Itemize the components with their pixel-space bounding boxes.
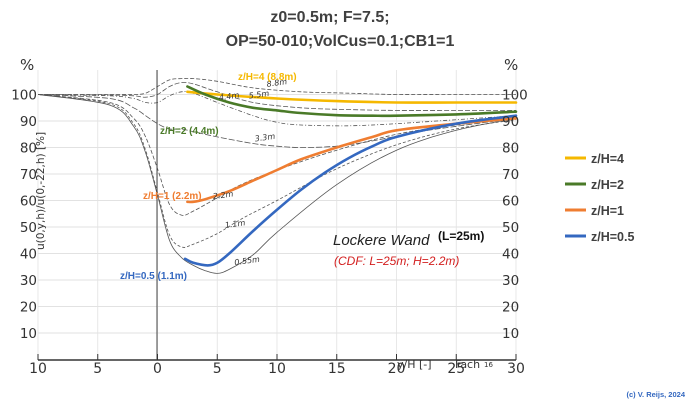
y-tick-label-left: 80: [20, 141, 37, 157]
background-curve: [38, 94, 517, 248]
background-curve-label: 0.55m: [234, 255, 261, 268]
series-line: [186, 90, 518, 104]
legend-label: z/H=1: [591, 204, 624, 218]
y-tick-label-right: 10: [502, 326, 519, 342]
y-tick-label-right: 80: [502, 141, 519, 157]
x-tick-label: 20: [388, 361, 406, 377]
legend-label: z/H=0.5: [591, 230, 634, 244]
unit-left: %: [20, 56, 34, 74]
y-tick-label-right: 90: [502, 114, 519, 130]
legend: z/H=4 z/H=2 z/H=1 z/H=0.5: [565, 152, 634, 244]
x-tick-label: 30: [507, 361, 525, 377]
y-tick-label-left: 40: [20, 247, 37, 263]
series-line: [183, 114, 518, 267]
background-curve: [38, 91, 517, 127]
y-tick-label-left: 90: [20, 114, 37, 130]
y-tick-label-left: 10: [20, 326, 37, 342]
legend-label: z/H=2: [591, 178, 624, 192]
background-curve-labels: 8.8m5.5m 4.4m 3.3m 2.2m 1.1m 0.55m: [212, 77, 288, 267]
copyright: (c) V. Reijs, 2024: [626, 390, 685, 399]
series: [183, 85, 518, 267]
background-curve-label: 5.5m: [248, 89, 270, 101]
background-curve: [38, 77, 516, 95]
x-tick-label: 10: [268, 361, 286, 377]
background-curves: [38, 77, 517, 274]
x-tick-label: 5: [93, 361, 102, 377]
y-tick-label-left: 70: [20, 167, 37, 183]
background-curve-label: 8.8m: [266, 77, 288, 89]
background-curve-label: 3.3m: [254, 132, 276, 144]
y-tick-label-left: 20: [20, 300, 37, 316]
y-tick-label-right: 50: [502, 220, 519, 236]
background-curve: [38, 81, 516, 111]
x-tick-label: 5: [213, 361, 222, 377]
background-curve: [38, 94, 517, 148]
y-tick-label-left: 30: [20, 273, 37, 289]
x-tick-label: 0: [153, 361, 162, 377]
y-tick-label-right: 70: [502, 167, 519, 183]
annotation-zh2: z/H=2 (4.4m): [160, 126, 219, 137]
unit-right: %: [504, 56, 518, 74]
series-line: [186, 117, 518, 204]
x-tick-label: 25: [447, 361, 465, 377]
annotation-cdf: (CDF: L=25m; H=2.2m): [334, 254, 459, 268]
background-curve: [38, 94, 517, 274]
y-tick-label-left: 100: [11, 88, 37, 104]
x-axis-label: y/H [-]: [397, 358, 432, 371]
x-tick-label: 15: [328, 361, 346, 377]
legend-label: z/H=4: [591, 152, 624, 166]
chart-title-line1: z0=0.5m; F=7.5;: [270, 9, 389, 26]
background-curve-label: 1.1m: [224, 218, 246, 230]
y-tick-label-left: 50: [20, 220, 37, 236]
x-tick-label: 10: [29, 361, 47, 377]
y-tick-label-right: 20: [502, 300, 519, 316]
y-tick-labels-left: 100 90 80 70 60 50 40 30 20 10: [11, 88, 37, 343]
y-tick-label-right: 60: [502, 194, 519, 210]
annotation-zh4: z/H=4 (8.8m): [238, 72, 297, 83]
x-axis-extra-text: Fach: [455, 358, 480, 371]
y-tick-label-left: 60: [20, 194, 37, 210]
y-tick-label-right: 100: [502, 88, 528, 104]
page-marker: 16: [484, 361, 493, 369]
background-curve: [38, 94, 517, 216]
x-tick-labels: 10 5 0 5 10 15 20 25 30: [29, 354, 525, 377]
background-curve-label: 2.2m: [212, 189, 234, 201]
y-axis-label: u(0,y,h)/u(0,-22,h) [%]: [35, 132, 47, 250]
annotation-zh1: z/H=1 (2.2m): [143, 191, 202, 202]
series-line: [186, 85, 518, 118]
annotation-lockere-wand: Lockere Wand: [333, 232, 430, 249]
background-curve-label: 4.4m: [218, 91, 240, 103]
annotation-zh05: z/H=0.5 (1.1m): [120, 271, 187, 282]
annotation-length: (L=25m): [438, 229, 484, 243]
y-tick-label-right: 40: [502, 247, 519, 263]
chart-title-line2: OP=50-010;VolCus=0.1;CB1=1: [226, 33, 455, 50]
y-tick-label-right: 30: [502, 273, 519, 289]
y-tick-labels-right: 100 90 80 70 60 50 40 30 20 10: [502, 88, 528, 343]
